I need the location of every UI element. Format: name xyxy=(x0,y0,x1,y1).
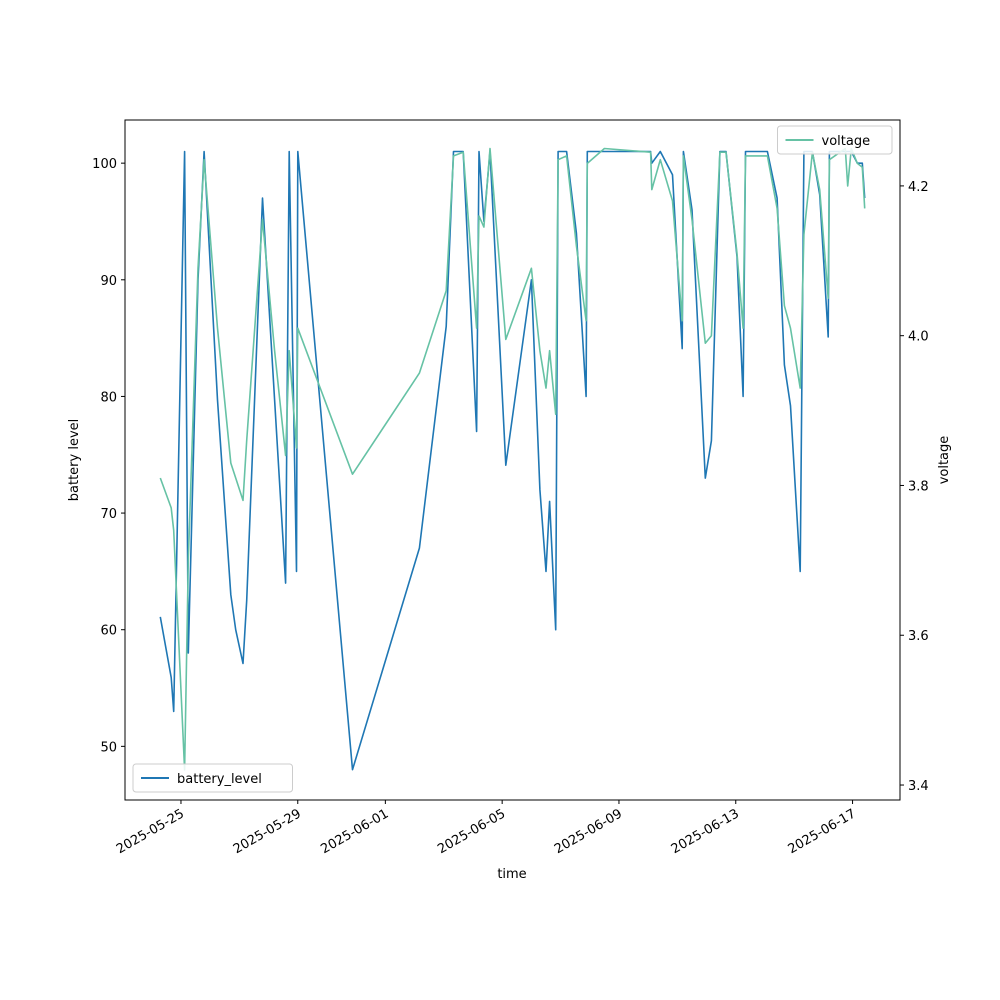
x-tick-label: 2025-05-29 xyxy=(231,806,304,857)
plot-frame xyxy=(124,119,901,801)
x-tick-label: 2025-06-09 xyxy=(552,806,625,857)
x-tick-label: 2025-06-13 xyxy=(669,806,742,857)
series-line xyxy=(159,147,866,771)
legend-label: voltage xyxy=(822,134,871,149)
y-tick-label: 100 xyxy=(92,157,117,172)
y2-tick-label: 4.0 xyxy=(908,330,929,345)
y2-axis-label: voltage xyxy=(937,436,952,485)
y2-tick-label: 3.8 xyxy=(908,479,929,494)
y-axis-label: battery level xyxy=(67,419,82,502)
legend-box xyxy=(777,125,893,155)
y-tick-label: 50 xyxy=(100,740,117,755)
y2-tick-label: 3.6 xyxy=(908,629,929,644)
y-tick-label: 90 xyxy=(100,274,117,289)
series-line xyxy=(159,150,866,771)
x-tick-label: 2025-06-05 xyxy=(435,806,508,857)
legend-box xyxy=(132,763,293,793)
x-axis-label: time xyxy=(497,867,526,882)
y2-tick-label: 3.4 xyxy=(908,779,929,794)
y-tick-label: 80 xyxy=(100,390,117,405)
y-tick-label: 60 xyxy=(100,624,117,639)
y2-tick-label: 4.2 xyxy=(908,180,929,195)
x-tick-label: 2025-06-17 xyxy=(786,806,859,857)
x-tick-label: 2025-06-01 xyxy=(318,806,391,857)
x-tick-label: 2025-05-25 xyxy=(114,806,187,857)
legend-label: battery_level xyxy=(177,772,262,787)
y-tick-label: 70 xyxy=(100,507,117,522)
